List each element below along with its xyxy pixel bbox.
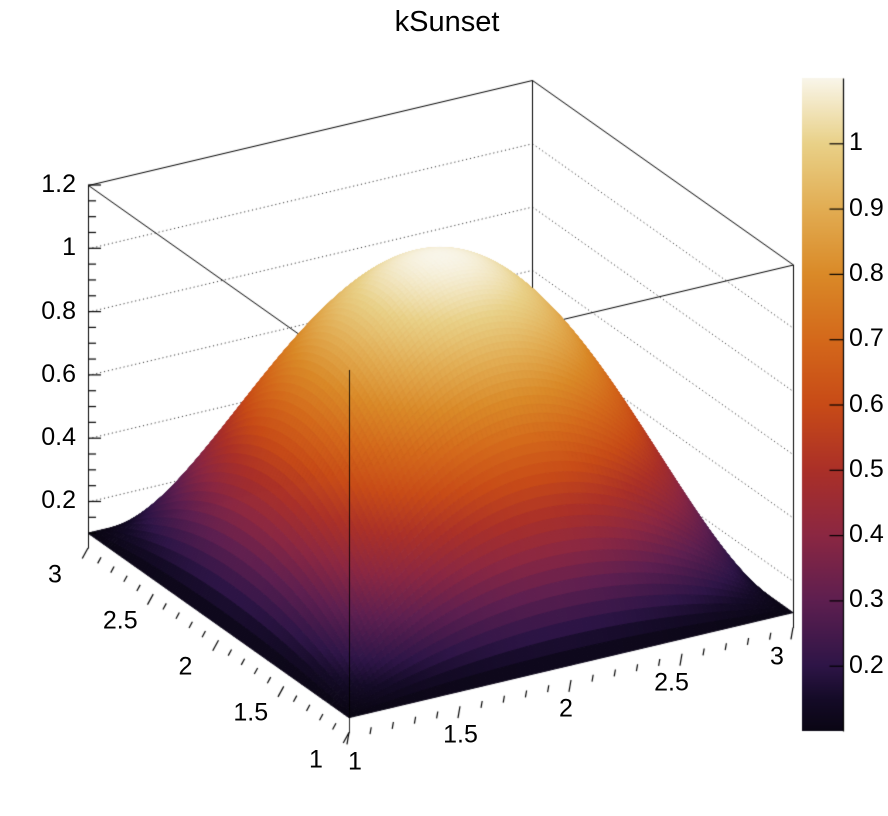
y-axis-tick-label: 2 <box>178 652 193 681</box>
colorbar-tick-label: 0.3 <box>849 585 884 614</box>
x-axis-tick-label: 2.5 <box>654 668 689 697</box>
colorbar-tick-label: 0.6 <box>849 389 884 418</box>
colorbar-tick-label: 0.5 <box>849 454 884 483</box>
z-axis-tick-label: 1 <box>62 233 76 262</box>
y-axis-tick-label: 1.5 <box>233 698 269 727</box>
z-axis-tick-label: 0.4 <box>41 423 76 452</box>
colorbar-tick-label: 0.8 <box>849 258 884 287</box>
z-axis-tick-label: 0.6 <box>41 359 76 388</box>
x-axis-tick-label: 2 <box>559 694 573 723</box>
y-axis-tick-label: 1 <box>309 745 323 773</box>
colorbar-tick-label: 0.9 <box>849 193 884 222</box>
z-axis-tick-label: 0.8 <box>41 296 76 325</box>
plot-title: kSunset <box>394 6 500 38</box>
colorbar-tick-label: 0.2 <box>849 650 884 679</box>
x-axis-tick-label: 1.5 <box>443 720 478 749</box>
z-axis-tick-label: 1.2 <box>41 170 76 198</box>
colorbar-tick-label: 0.7 <box>849 324 884 353</box>
colorbar-tick-label: 1 <box>849 128 863 157</box>
x-axis-tick-label: 3 <box>770 642 784 670</box>
colorbar-tick-label: 0.4 <box>849 520 884 549</box>
y-axis-tick-label: 2.5 <box>102 606 138 635</box>
z-axis-tick-label: 0.2 <box>41 486 76 515</box>
y-axis-tick-label: 3 <box>48 560 62 589</box>
x-axis-tick-label: 1 <box>348 747 362 775</box>
